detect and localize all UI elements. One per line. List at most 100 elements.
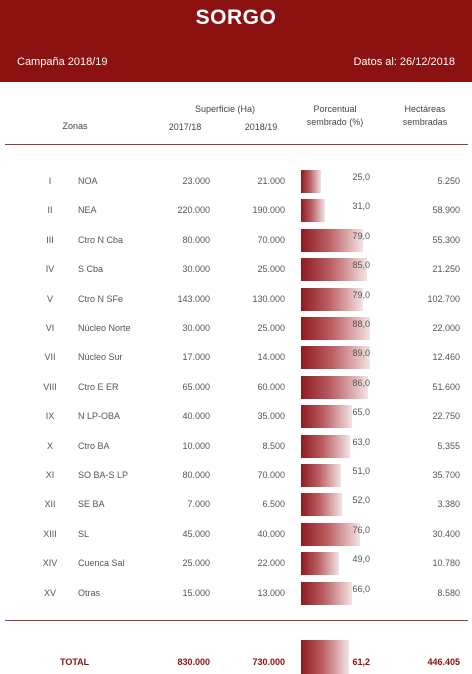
table-row: VII Núcleo Sur 17.000 14.000 89,0 12.460 — [0, 342, 472, 371]
hectares-sown: 51.600 — [432, 381, 460, 392]
column-header-ha-line2: sembradas — [402, 117, 448, 127]
pct-sown: 52,0 — [352, 495, 370, 506]
zone-number: XII — [44, 499, 56, 510]
pct-bar — [301, 346, 371, 370]
column-header-pct-line2: sembrado (%) — [306, 117, 364, 127]
pct-sown: 85,0 — [352, 260, 370, 271]
pct-sown: 79,0 — [352, 289, 370, 300]
surface-2018-19: 13.000 — [257, 587, 285, 598]
zone-number: XIV — [42, 558, 58, 569]
hectares-sown: 5.355 — [437, 440, 460, 451]
pct-bar — [301, 317, 370, 340]
column-header-year-b: 2018/19 — [244, 122, 278, 132]
total-divider — [5, 620, 468, 621]
column-header-pct-line1: Porcentual — [313, 104, 357, 114]
campaign-label: Campaña 2018/19 — [17, 56, 108, 68]
zone-name: NOA — [78, 176, 98, 186]
pct-sown: 49,0 — [352, 554, 370, 565]
zone-name: N LP-OBA — [78, 411, 121, 422]
table-row: II NEA 220.000 190.000 31,0 58.900 — [0, 195, 472, 224]
table-row: XIII SL 45.000 40.000 76,0 30.400 — [0, 519, 472, 548]
zone-number: X — [46, 440, 53, 451]
pct-sown: 66,0 — [352, 583, 370, 594]
table-row: VIII Ctro E ER 65.000 60.000 86,0 51.600 — [0, 372, 472, 401]
pct-sown: 89,0 — [352, 348, 370, 359]
total-row: TOTAL 830.000 730.000 61,2 446.405 — [0, 640, 472, 674]
zone-number: IX — [45, 411, 55, 422]
zone-name: Ctro N Cba — [78, 234, 124, 245]
zone-name: SE BA — [78, 499, 105, 510]
surface-2017-18: 80.000 — [182, 234, 210, 245]
zone-name: SL — [78, 528, 90, 539]
zone-name: Núcleo Norte — [78, 323, 131, 333]
zone-name: SO BA-S LP — [78, 470, 129, 480]
column-header-ha: Hectáreas sembradas — [390, 103, 460, 129]
surface-2018-19: 60.000 — [257, 381, 285, 392]
zone-name: Ctro N SFe — [78, 293, 124, 304]
zone-number: II — [47, 205, 53, 216]
pct-bar — [301, 258, 368, 282]
pct-sown: 86,0 — [352, 377, 370, 388]
header-divider — [5, 144, 468, 145]
column-header-zonas: Zonas — [62, 121, 88, 131]
column-header-superficie: Superficie (Ha) — [194, 104, 256, 114]
table-row: IV S Cba 30.000 25.000 85,0 21.250 — [0, 254, 472, 283]
surface-2018-19: 21.000 — [257, 176, 285, 186]
surface-2018-19: 70.000 — [257, 234, 285, 245]
pct-bar — [301, 228, 363, 252]
zone-name: Ctro E ER — [78, 381, 119, 392]
surface-2017-18: 30.000 — [182, 323, 210, 333]
pct-sown: 31,0 — [352, 201, 370, 212]
zone-number: I — [48, 176, 52, 186]
hectares-sown: 22.750 — [432, 411, 460, 422]
hectares-sown: 3.380 — [437, 499, 460, 510]
total-pct: 61,2 — [352, 657, 370, 667]
table-row: I NOA 23.000 21.000 25,0 5.250 — [0, 166, 472, 195]
zone-number: XIII — [43, 528, 57, 539]
surface-2017-18: 30.000 — [182, 264, 210, 275]
surface-2018-19: 8.500 — [262, 440, 285, 451]
table-row: III Ctro N Cba 80.000 70.000 79,0 55.300 — [0, 225, 472, 254]
pct-bar — [301, 287, 363, 311]
surface-2017-18: 15.000 — [182, 587, 210, 598]
pct-bar — [301, 405, 352, 429]
surface-2017-18: 7.000 — [187, 499, 210, 510]
column-header-ha-line1: Hectáreas — [404, 104, 446, 114]
pct-sown: 65,0 — [352, 407, 370, 418]
pct-sown: 51,0 — [352, 466, 370, 476]
hectares-sown: 5.250 — [437, 176, 460, 186]
zone-name: NEA — [78, 205, 97, 216]
column-header-pct: Porcentual sembrado (%) — [300, 103, 370, 129]
zone-name: Otras — [78, 587, 101, 598]
pct-sown: 63,0 — [352, 436, 370, 447]
surface-2017-18: 65.000 — [182, 381, 210, 392]
report-header: SORGO Campaña 2018/19 Datos al: 26/12/20… — [0, 0, 472, 82]
hectares-sown: 58.900 — [432, 205, 460, 216]
surface-2017-18: 45.000 — [182, 528, 210, 539]
total-pct-bar — [301, 640, 349, 674]
pct-bar — [301, 375, 369, 399]
zone-number: XV — [43, 587, 56, 598]
hectares-sown: 35.700 — [432, 470, 460, 480]
pct-bar — [301, 581, 353, 605]
zone-name: S Cba — [78, 264, 104, 275]
surface-2018-19: 25.000 — [257, 323, 285, 333]
pct-sown: 25,0 — [352, 172, 370, 182]
surface-2018-19: 70.000 — [257, 470, 285, 480]
surface-2018-19: 190.000 — [252, 205, 285, 216]
table-row: XIV Cuenca Sal 25.000 22.000 49,0 10.780 — [0, 548, 472, 577]
zone-number: VIII — [43, 381, 57, 392]
pct-bar — [301, 170, 321, 193]
total-year-a: 830.000 — [177, 657, 210, 667]
pct-sown: 88,0 — [352, 319, 370, 329]
pct-bar — [301, 464, 341, 487]
table-row: XI SO BA-S LP 80.000 70.000 51,0 35.700 — [0, 460, 472, 489]
hectares-sown: 30.400 — [432, 528, 460, 539]
zone-number: V — [46, 293, 53, 304]
hectares-sown: 22.000 — [432, 323, 460, 333]
zone-number: VII — [44, 352, 56, 363]
surface-2018-19: 14.000 — [257, 352, 285, 363]
data-date-label: Datos al: 26/12/2018 — [353, 56, 455, 68]
hectares-sown: 55.300 — [432, 234, 460, 245]
zone-name: Núcleo Sur — [78, 352, 123, 363]
